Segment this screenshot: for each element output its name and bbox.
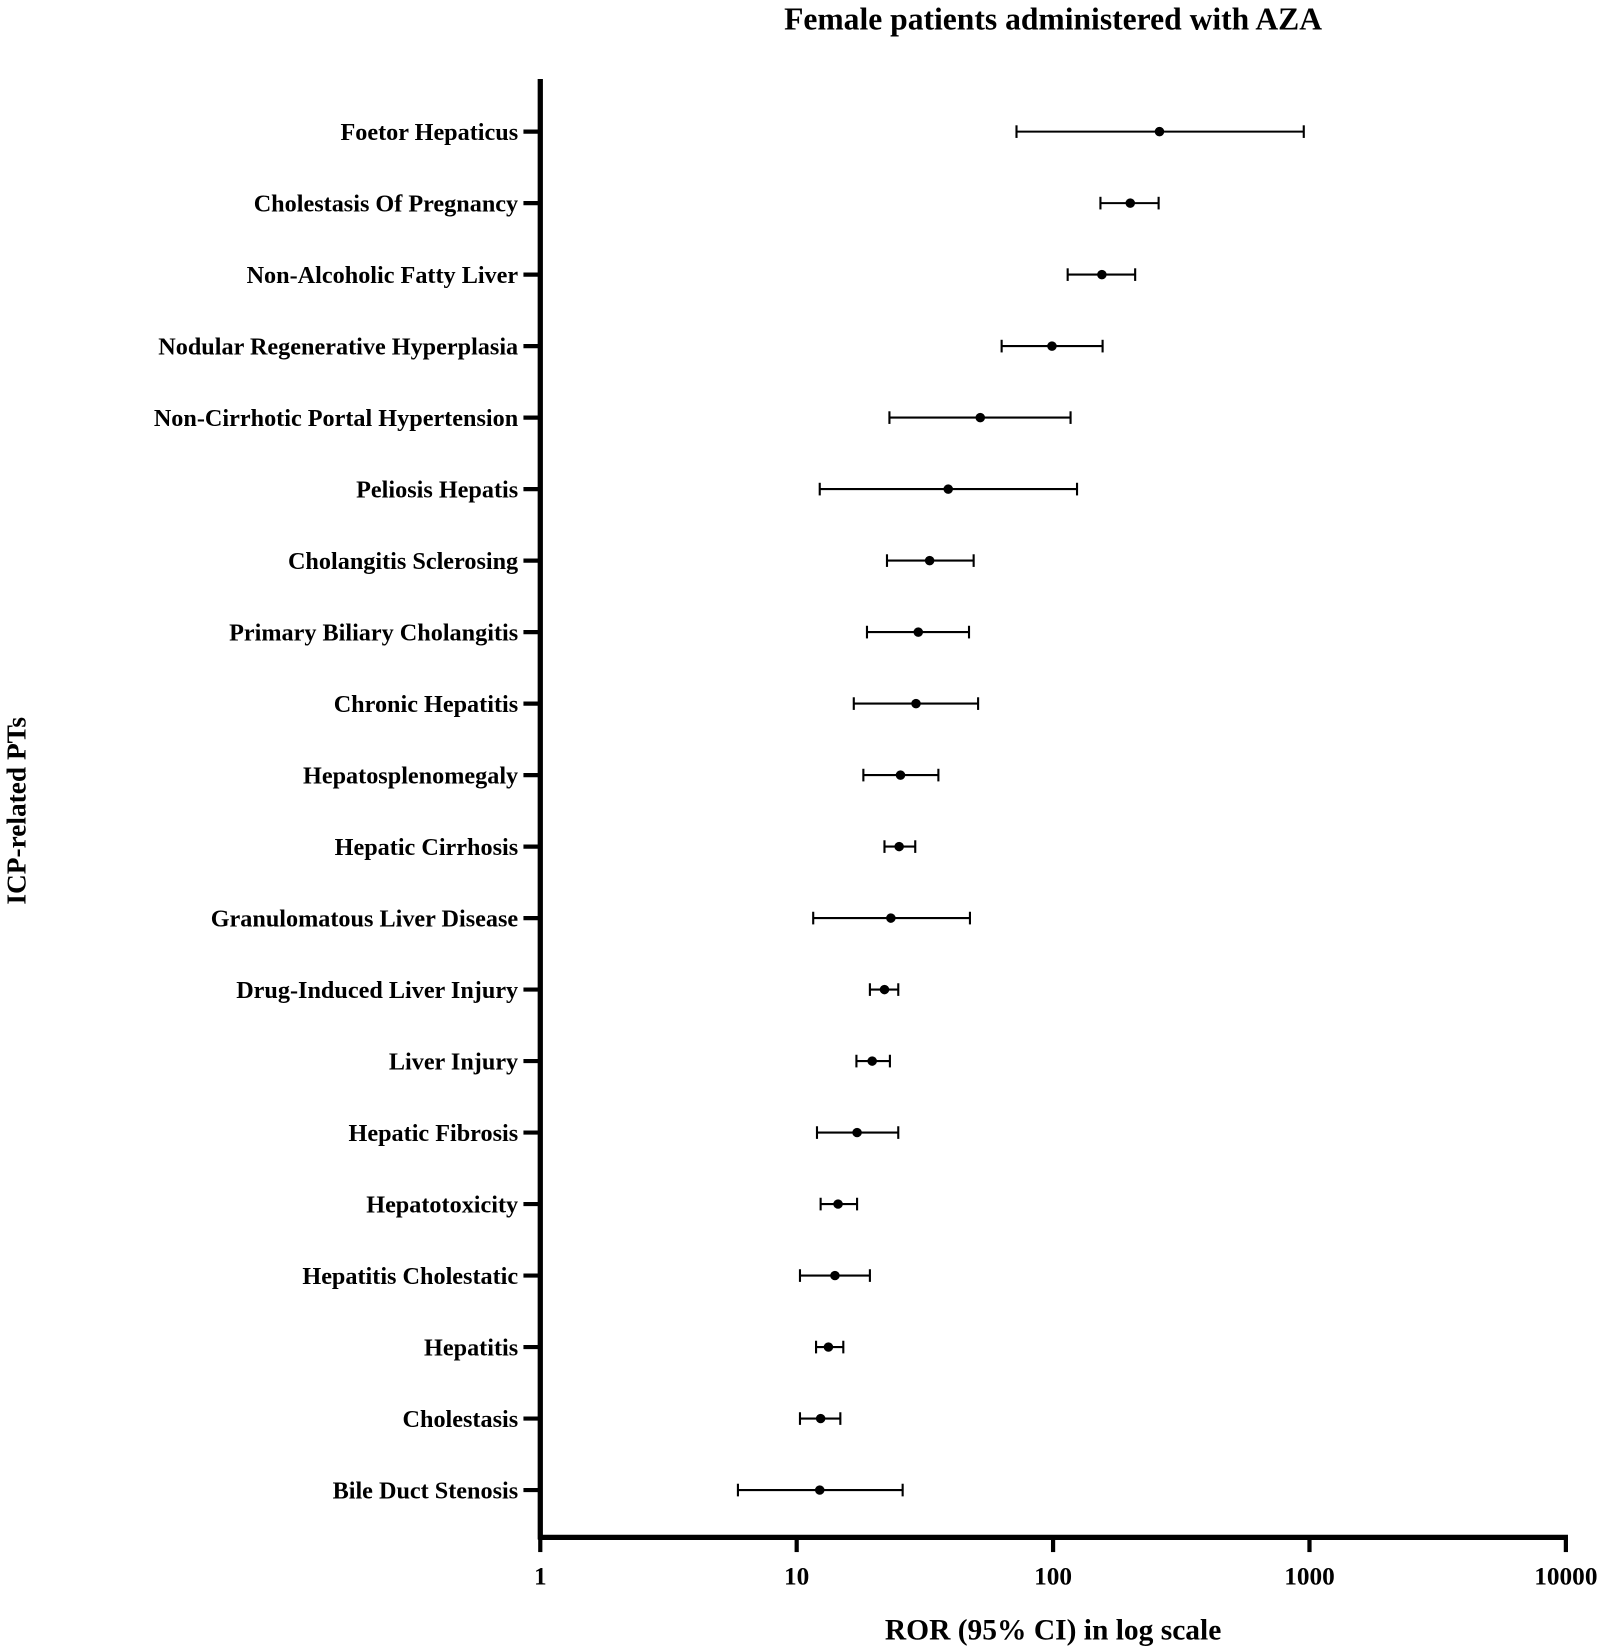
ror-point [894, 841, 904, 852]
ror-point [975, 412, 986, 423]
y-tick-label: Chronic Hepatitis [334, 691, 518, 718]
y-tick-label: Hepatosplenomegaly [303, 763, 518, 790]
forest-row: Non-Alcoholic Fatty Liver [247, 262, 1137, 289]
forest-row: Bile Duct Stenosis [333, 1477, 904, 1504]
ror-point [913, 627, 924, 637]
ror-point [1154, 126, 1165, 137]
forest-row: Nodular Regenerative Hyperplasia [158, 334, 1104, 361]
y-tick-label: Hepatitis [424, 1334, 518, 1361]
x-tick-label: 10000 [1534, 1563, 1597, 1591]
y-tick-label: Hepatitis Cholestatic [302, 1263, 518, 1290]
y-tick-label: Non-Alcoholic Fatty Liver [247, 262, 519, 289]
ror-point [895, 770, 906, 780]
ror-point [833, 1199, 843, 1209]
ror-point [815, 1413, 826, 1424]
ror-point [1125, 198, 1136, 208]
ror-point [814, 1485, 825, 1495]
y-tick-label: Foetor Hepaticus [340, 119, 518, 146]
ror-point [911, 698, 921, 709]
ror-point [1047, 341, 1057, 351]
forest-row: Granulomatous Liver Disease [211, 906, 972, 933]
forest-row: Primary Biliary Cholangitis [229, 620, 971, 647]
forest-row: Hepatitis [424, 1334, 845, 1361]
y-tick-label: Peliosis Hepatis [356, 477, 518, 504]
y-tick-label: Hepatic Fibrosis [349, 1120, 519, 1147]
ror-point [823, 1342, 834, 1352]
y-tick-label: Cholestasis Of Pregnancy [254, 191, 518, 218]
y-tick-label: Drug-Induced Liver Injury [236, 977, 518, 1004]
forest-row: Hepatitis Cholestatic [302, 1263, 871, 1290]
y-tick-label: Hepatic Cirrhosis [335, 834, 519, 861]
x-tick-label: 10 [784, 1563, 809, 1591]
forest-row: Cholestasis Of Pregnancy [254, 191, 1160, 218]
forest-row: Cholestasis [403, 1406, 842, 1433]
ror-point [1097, 269, 1107, 280]
forest-row: Hepatosplenomegaly [303, 763, 940, 790]
ror-point [830, 1270, 840, 1281]
y-tick-label: Cholangitis Sclerosing [288, 548, 518, 575]
x-tick-label: 1 [534, 1563, 547, 1591]
x-tick-label: 1000 [1284, 1563, 1335, 1591]
forest-row: Drug-Induced Liver Injury [236, 977, 900, 1004]
forest-row: Cholangitis Sclerosing [288, 548, 975, 575]
y-tick-label: Non-Cirrhotic Portal Hypertension [154, 405, 519, 432]
ror-point [924, 555, 935, 566]
ror-point [867, 1056, 877, 1066]
forest-row: Hepatic Cirrhosis [335, 834, 917, 861]
y-tick-label: Primary Biliary Cholangitis [229, 620, 518, 647]
x-axis-label: ROR (95% CI) in log scale [885, 1614, 1221, 1646]
forest-row: Liver Injury [389, 1048, 891, 1075]
forest-row: Peliosis Hepatis [356, 477, 1079, 504]
forest-row: Hepatotoxicity [366, 1191, 859, 1218]
x-tick-label: 100 [1034, 1563, 1072, 1591]
forest-row: Hepatic Fibrosis [349, 1120, 900, 1147]
ror-point [886, 913, 896, 923]
chart-title: Female patients administered with AZA [784, 1, 1322, 36]
ror-point [943, 484, 953, 494]
ror-point [852, 1127, 862, 1138]
y-tick-label: Cholestasis [403, 1406, 519, 1433]
forest-row: Foetor Hepaticus [340, 119, 1305, 146]
y-tick-label: Hepatotoxicity [366, 1191, 518, 1218]
forest-row: Chronic Hepatitis [334, 691, 980, 718]
y-tick-label: Granulomatous Liver Disease [211, 906, 519, 933]
ror-point [879, 984, 890, 995]
y-tick-label: Nodular Regenerative Hyperplasia [158, 334, 518, 361]
y-tick-label: Bile Duct Stenosis [333, 1477, 519, 1504]
y-tick-label: Liver Injury [389, 1048, 518, 1075]
forest-row: Non-Cirrhotic Portal Hypertension [154, 405, 1072, 432]
y-axis-label: ICP-related PTs [1, 717, 31, 905]
